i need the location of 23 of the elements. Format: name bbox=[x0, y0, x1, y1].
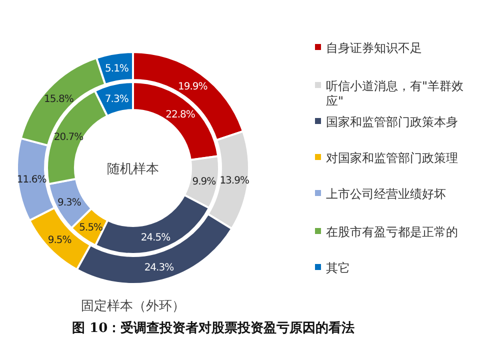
slice-label: 固定样本（外环） bbox=[81, 299, 185, 314]
legend-label: 上市公司经营业绩好坏 bbox=[326, 187, 446, 201]
data-label: 24.5% bbox=[140, 232, 170, 244]
data-label: 9.5% bbox=[48, 234, 72, 246]
text: 图 10：受调查投资者对股票投资盈亏原因的看法 bbox=[72, 320, 355, 336]
data-label: 5.1% bbox=[105, 63, 128, 74]
data-label: 5.5% bbox=[79, 222, 103, 234]
data-label: 20.7% bbox=[54, 132, 84, 143]
data-label: 15.8% bbox=[44, 94, 74, 106]
legend-label: 在股市有盈亏都是正常的 bbox=[326, 225, 458, 239]
data-label: 24.3% bbox=[144, 262, 174, 274]
legend-label: 听信小道消息，有"羊群效应" bbox=[326, 79, 464, 108]
legend-label: 对国家和监管部门政策理 bbox=[326, 151, 458, 165]
legend-label: 国家和监管部门政策本身 bbox=[326, 115, 458, 129]
data-label: 13.9% bbox=[220, 176, 249, 187]
data-label: 9.9% bbox=[192, 176, 216, 188]
legend-label: 自身证券知识不足 bbox=[326, 41, 422, 55]
data-label: 9.3% bbox=[57, 197, 81, 208]
data-label: 19.9% bbox=[178, 81, 208, 92]
legend-label: 其它 bbox=[326, 261, 350, 275]
slice-label: 随机样本 bbox=[107, 162, 159, 177]
data-label: 7.3% bbox=[104, 94, 128, 105]
data-label: 22.8% bbox=[166, 110, 195, 121]
